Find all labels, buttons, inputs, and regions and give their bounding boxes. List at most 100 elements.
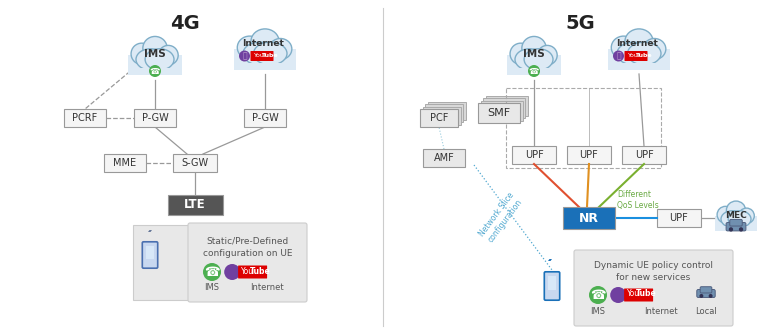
Bar xyxy=(128,55,181,71)
Text: Tube: Tube xyxy=(261,53,277,58)
Text: NR: NR xyxy=(579,212,599,224)
Circle shape xyxy=(528,65,540,77)
Text: 5G: 5G xyxy=(565,14,595,33)
Circle shape xyxy=(203,263,221,281)
Text: Internet: Internet xyxy=(644,307,678,315)
Ellipse shape xyxy=(515,49,544,70)
Ellipse shape xyxy=(617,42,650,65)
Polygon shape xyxy=(548,255,552,265)
Text: You: You xyxy=(254,53,265,58)
FancyBboxPatch shape xyxy=(730,219,742,226)
Text: Tube: Tube xyxy=(636,290,657,299)
Text: AMF: AMF xyxy=(434,153,455,163)
Text: Local: Local xyxy=(695,307,717,315)
Polygon shape xyxy=(147,226,153,236)
Ellipse shape xyxy=(721,211,743,227)
Ellipse shape xyxy=(251,29,279,54)
FancyBboxPatch shape xyxy=(244,109,286,127)
Text: Internet: Internet xyxy=(250,282,284,292)
Ellipse shape xyxy=(237,36,262,59)
Text: Tube: Tube xyxy=(635,53,651,58)
FancyBboxPatch shape xyxy=(420,109,458,127)
Text: UPF: UPF xyxy=(580,150,598,160)
FancyBboxPatch shape xyxy=(624,51,647,61)
FancyBboxPatch shape xyxy=(697,290,715,298)
FancyBboxPatch shape xyxy=(188,223,307,302)
Ellipse shape xyxy=(524,49,553,70)
Text: ☎: ☎ xyxy=(590,289,606,302)
FancyBboxPatch shape xyxy=(622,146,666,164)
Ellipse shape xyxy=(521,36,546,60)
FancyBboxPatch shape xyxy=(238,265,267,278)
Text: SMF: SMF xyxy=(488,108,511,118)
Circle shape xyxy=(149,65,161,77)
Text: 4G: 4G xyxy=(170,14,200,33)
Bar xyxy=(715,226,757,231)
FancyBboxPatch shape xyxy=(133,225,247,300)
Text: IMS: IMS xyxy=(204,282,220,292)
Circle shape xyxy=(739,227,743,232)
Ellipse shape xyxy=(510,43,531,65)
Ellipse shape xyxy=(538,45,557,65)
FancyBboxPatch shape xyxy=(563,207,615,229)
FancyBboxPatch shape xyxy=(423,149,465,167)
FancyBboxPatch shape xyxy=(512,146,556,164)
Text: P-GW: P-GW xyxy=(141,113,168,123)
FancyBboxPatch shape xyxy=(700,287,712,293)
Text: P-GW: P-GW xyxy=(252,113,278,123)
FancyBboxPatch shape xyxy=(250,51,273,61)
Text: MEC: MEC xyxy=(725,212,746,220)
Text: You: You xyxy=(627,290,640,299)
Bar xyxy=(508,55,561,71)
Text: UPF: UPF xyxy=(634,150,654,160)
Text: IMS: IMS xyxy=(523,49,545,59)
Ellipse shape xyxy=(158,45,178,65)
Circle shape xyxy=(611,287,626,303)
Text: UPF: UPF xyxy=(670,213,688,223)
FancyBboxPatch shape xyxy=(64,109,106,127)
Ellipse shape xyxy=(253,42,287,65)
FancyBboxPatch shape xyxy=(624,289,653,302)
FancyBboxPatch shape xyxy=(425,104,463,122)
Text: IMS: IMS xyxy=(144,49,166,59)
Ellipse shape xyxy=(727,201,746,219)
Ellipse shape xyxy=(643,38,666,60)
FancyBboxPatch shape xyxy=(422,107,461,124)
Ellipse shape xyxy=(611,36,636,59)
FancyBboxPatch shape xyxy=(574,250,733,326)
Circle shape xyxy=(224,264,240,280)
Text: IMS: IMS xyxy=(591,307,605,315)
Bar xyxy=(608,63,670,70)
FancyBboxPatch shape xyxy=(142,242,157,268)
FancyBboxPatch shape xyxy=(657,209,701,227)
Circle shape xyxy=(613,51,624,62)
Text: Network Slice
configuration: Network Slice configuration xyxy=(477,190,525,245)
Text: PCF: PCF xyxy=(430,113,449,123)
Text: You: You xyxy=(240,266,253,275)
Text: ⌕: ⌕ xyxy=(616,52,621,61)
Ellipse shape xyxy=(243,42,276,65)
Text: Internet: Internet xyxy=(616,38,658,48)
FancyBboxPatch shape xyxy=(483,98,525,118)
Text: ☎: ☎ xyxy=(529,67,539,76)
Ellipse shape xyxy=(717,206,734,223)
Text: ⌕: ⌕ xyxy=(242,52,247,61)
Circle shape xyxy=(239,51,250,62)
FancyBboxPatch shape xyxy=(173,154,217,172)
Bar xyxy=(128,68,181,75)
Bar xyxy=(234,49,296,66)
Text: ☎: ☎ xyxy=(150,67,161,76)
FancyBboxPatch shape xyxy=(134,109,176,127)
Ellipse shape xyxy=(145,49,174,70)
Circle shape xyxy=(709,294,713,298)
Text: PCRF: PCRF xyxy=(72,113,98,123)
Ellipse shape xyxy=(269,38,292,60)
Text: You: You xyxy=(628,53,639,58)
Ellipse shape xyxy=(739,208,754,223)
Ellipse shape xyxy=(625,29,653,54)
Text: LTE: LTE xyxy=(184,199,206,212)
Ellipse shape xyxy=(627,42,661,65)
Text: MME: MME xyxy=(114,158,137,168)
Text: Internet: Internet xyxy=(242,38,284,48)
Bar xyxy=(608,49,670,66)
